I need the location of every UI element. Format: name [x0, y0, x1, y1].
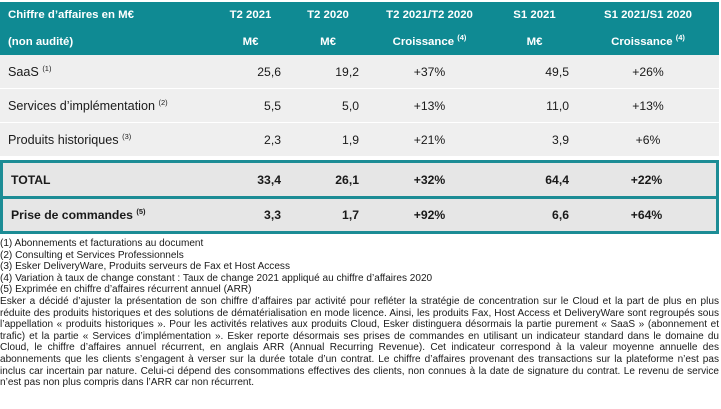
note-ref: (2) [158, 97, 168, 107]
col-header-t2-growth: T2 2021/T2 2020 [367, 2, 492, 28]
col-header-t2-2020: T2 2020 [289, 2, 367, 28]
header-row: Chiffre d’affaires en M€ T2 2021 T2 2020… [0, 2, 719, 28]
table-row-services: Services d’implémentation (2) 5,5 5,0 +1… [0, 89, 719, 123]
cell-value: 11,0 [492, 89, 577, 123]
cell-value: +92% [367, 199, 492, 234]
cell-value: +21% [367, 123, 492, 157]
cell-value: 3,3 [212, 199, 289, 234]
revenue-table: Chiffre d’affaires en M€ T2 2021 T2 2020… [0, 2, 719, 234]
row-label: Produits historiques (3) [0, 123, 212, 157]
cell-value: +37% [367, 55, 492, 89]
row-label: SaaS (1) [0, 55, 212, 89]
unit-t2-growth: Croissance (4) [367, 28, 492, 55]
footnote: (4) Variation à taux de change constant … [0, 272, 433, 284]
footnote: (2) Consulting et Services Professionnel… [0, 249, 184, 261]
cell-value: 64,4 [492, 160, 577, 199]
cell-value: 25,6 [212, 55, 289, 89]
unit-t2-2021: M€ [212, 28, 289, 55]
table-row-total: TOTAL 33,4 26,1 +32% 64,4 +22% [0, 160, 719, 199]
unit-t2-2020: M€ [289, 28, 367, 55]
row-label: TOTAL [0, 160, 212, 199]
col-header-t2-2021: T2 2021 [212, 2, 289, 28]
footnotes-section: (1) Abonnements et facturations au docum… [0, 238, 719, 389]
explanatory-paragraph: Esker a décidé d’ajuster la présentation… [0, 295, 719, 389]
cell-value: 1,7 [289, 199, 367, 234]
table-row-legacy: Produits historiques (3) 2,3 1,9 +21% 3,… [0, 123, 719, 157]
cell-value: +13% [367, 89, 492, 123]
unit-s1-2021: M€ [492, 28, 577, 55]
cell-value: 19,2 [289, 55, 367, 89]
note-ref: (4) [457, 32, 467, 42]
col-header-s1-2021: S1 2021 [492, 2, 577, 28]
row-label: Prise de commandes (5) [0, 199, 212, 234]
cell-value: 26,1 [289, 160, 367, 199]
cell-value: 5,5 [212, 89, 289, 123]
table-title: Chiffre d’affaires en M€ [0, 2, 212, 28]
table-subtitle: (non audité) [0, 28, 212, 55]
table-row-orders: Prise de commandes (5) 3,3 1,7 +92% 6,6 … [0, 199, 719, 234]
footnote: (3) Esker DeliveryWare, Produits serveur… [0, 261, 290, 273]
cell-value: +6% [577, 123, 719, 157]
cell-value: 3,9 [492, 123, 577, 157]
cell-value: 1,9 [289, 123, 367, 157]
cell-value: +26% [577, 55, 719, 89]
unit-row: (non audité) M€ M€ Croissance (4) M€ Cro… [0, 28, 719, 55]
cell-value: +32% [367, 160, 492, 199]
unit-s1-growth: Croissance (4) [577, 28, 719, 55]
row-spacer [0, 157, 719, 160]
footnote: (5) Exprimée en chiffre d’affaires récur… [0, 284, 252, 296]
footnote: (1) Abonnements et facturations au docum… [0, 238, 204, 249]
cell-value: 33,4 [212, 160, 289, 199]
cell-value: +64% [577, 199, 719, 234]
cell-value: 6,6 [492, 199, 577, 234]
note-ref: (4) [675, 32, 685, 42]
note-ref: (3) [122, 131, 132, 141]
cell-value: 2,3 [212, 123, 289, 157]
cell-value: 49,5 [492, 55, 577, 89]
col-header-s1-growth: S1 2021/S1 2020 [577, 2, 719, 28]
note-ref: (1) [42, 63, 52, 73]
table-row-saas: SaaS (1) 25,6 19,2 +37% 49,5 +26% [0, 55, 719, 89]
cell-value: 5,0 [289, 89, 367, 123]
note-ref: (5) [136, 206, 146, 216]
cell-value: +13% [577, 89, 719, 123]
cell-value: +22% [577, 160, 719, 199]
row-label: Services d’implémentation (2) [0, 89, 212, 123]
